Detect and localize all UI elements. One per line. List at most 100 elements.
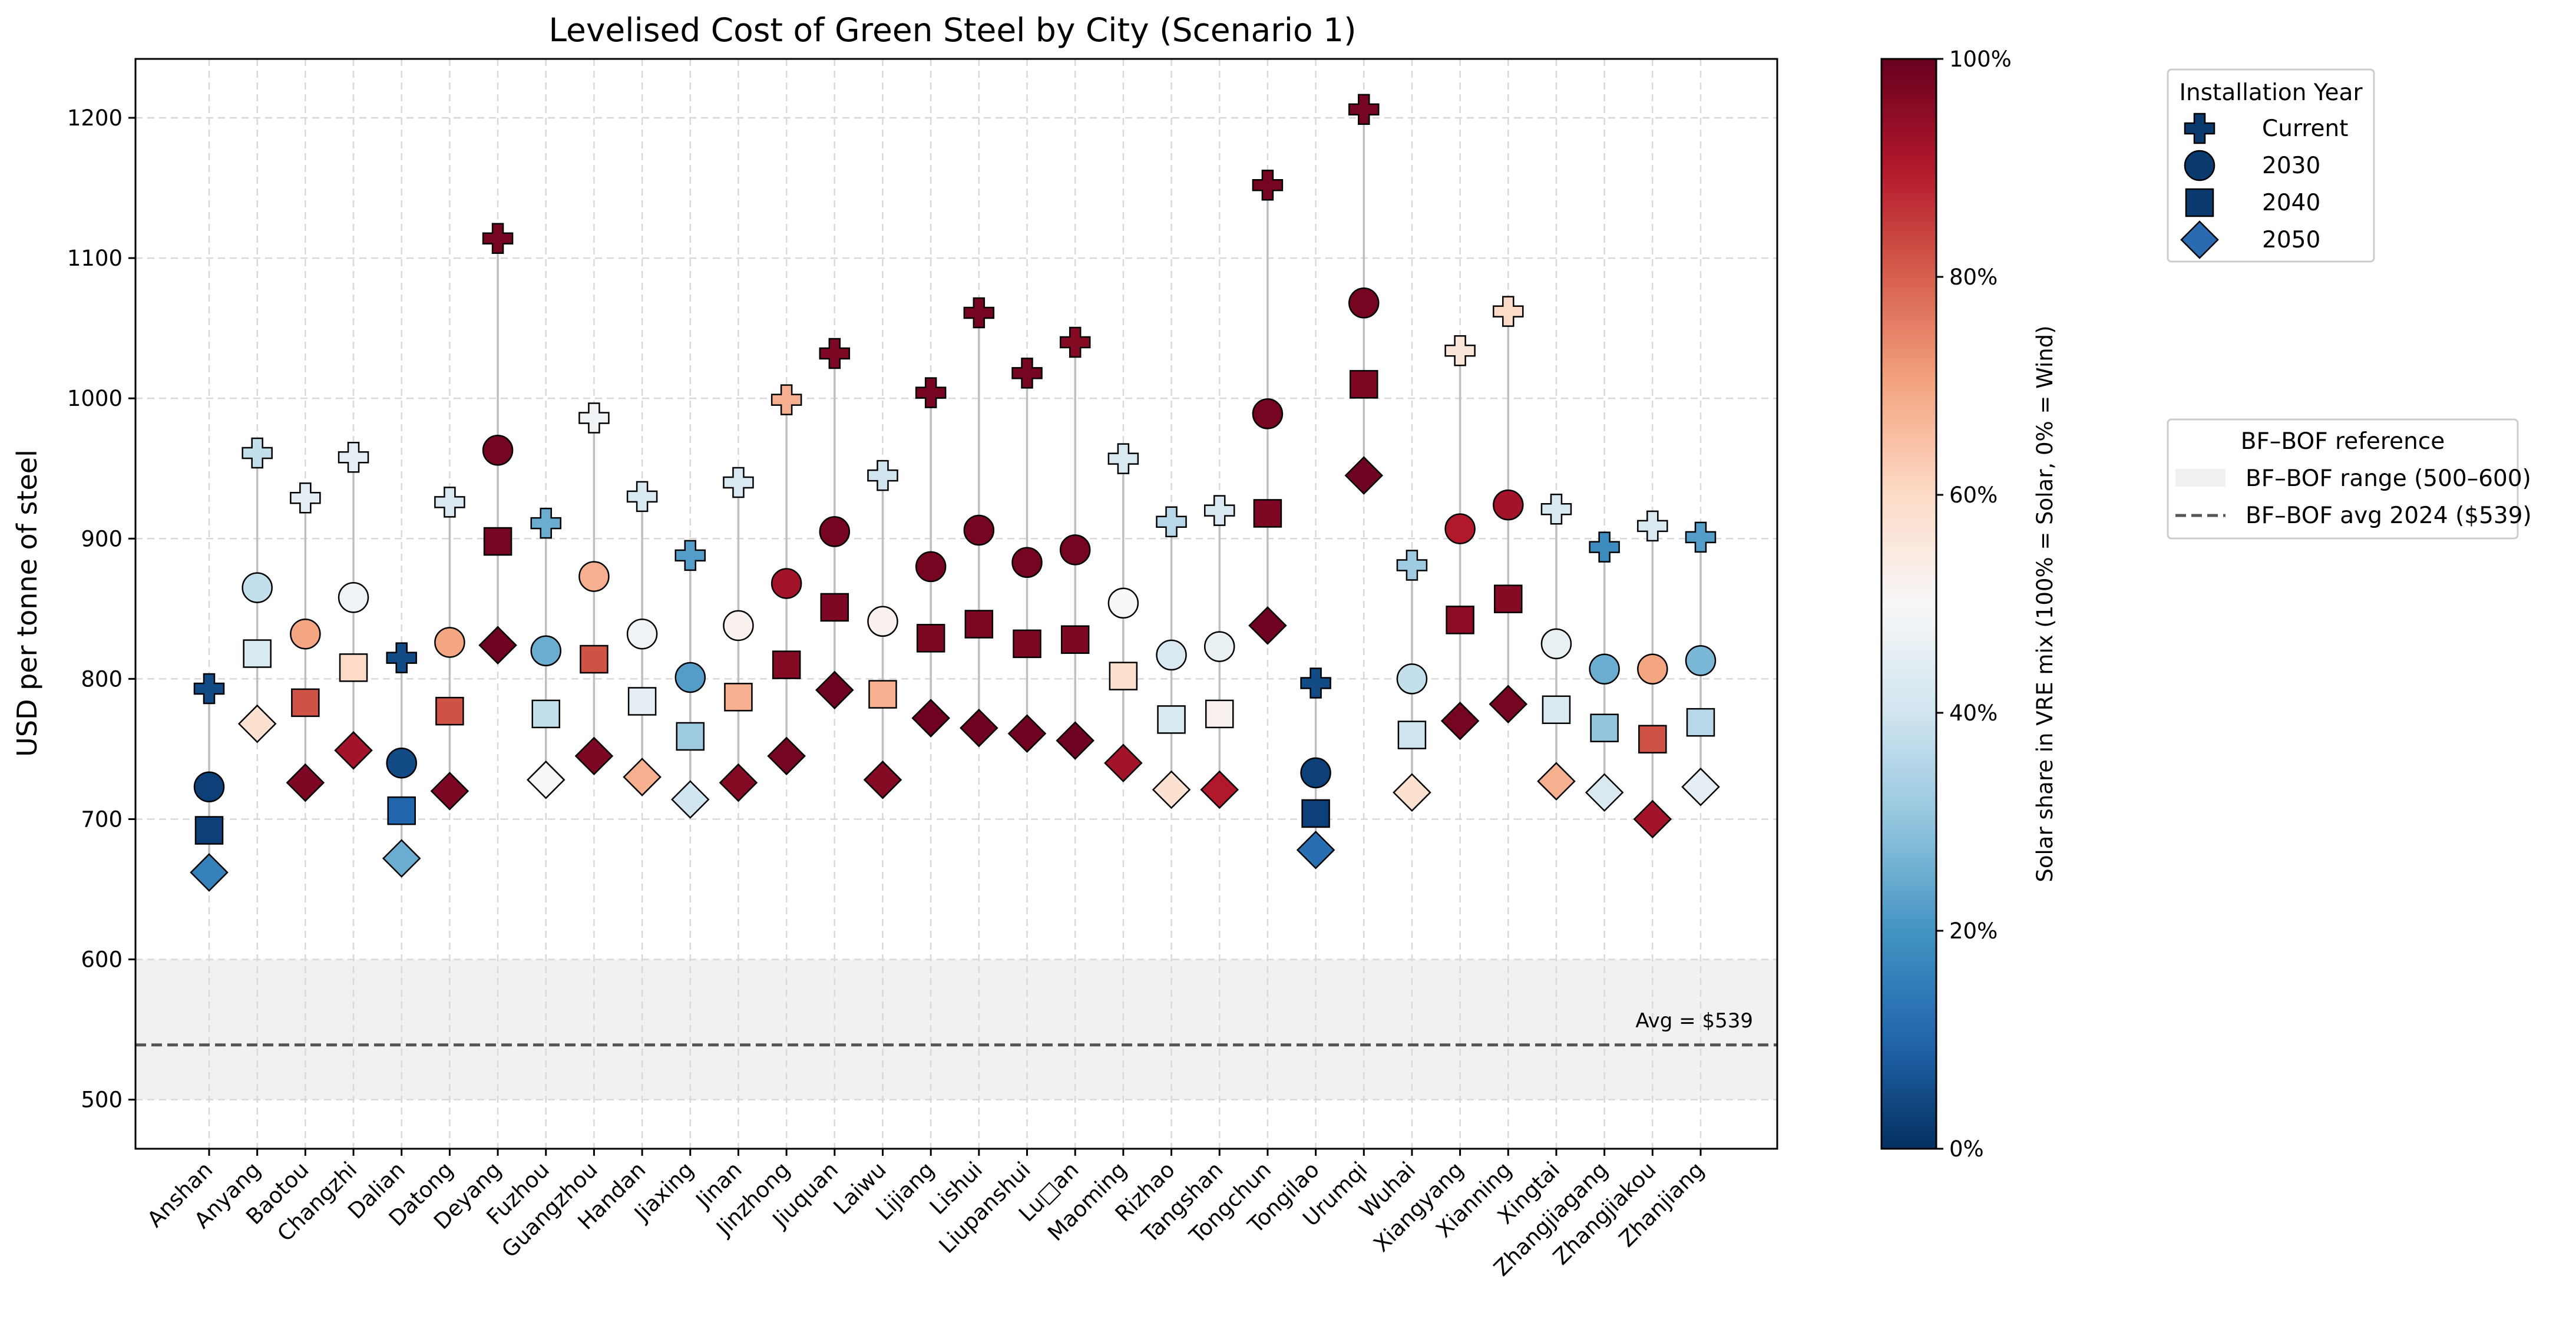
marker-square-2040: [916, 624, 945, 653]
marker-square-2040: [483, 527, 512, 556]
marker-circle-2030: [1203, 631, 1235, 662]
legend-band-label: BF–BOF range (500–600): [2246, 465, 2531, 492]
marker-plus-current: [1589, 531, 1620, 563]
marker-circle-2030: [1348, 287, 1380, 319]
y-tick-label: 800: [81, 666, 123, 692]
marker-circle-2030: [242, 572, 273, 603]
marker-square-2040: [580, 644, 609, 674]
legend-marker-circle: [2184, 150, 2215, 181]
marker-circle-2030: [434, 627, 465, 658]
marker-square-2040: [627, 687, 657, 716]
legend-year-label: 2030: [2262, 153, 2320, 179]
marker-diamond-2050: [237, 704, 277, 743]
marker-plus-current: [915, 377, 947, 408]
marker-diamond-2050: [1633, 799, 1672, 839]
marker-diamond-2050: [1104, 743, 1143, 783]
marker-plus-current: [1156, 506, 1187, 537]
marker-plus-current: [386, 642, 417, 673]
marker-square-2040: [1397, 720, 1427, 749]
legend-avg-label: BF–BOF avg 2024 ($539): [2246, 503, 2532, 529]
marker-plus-current: [963, 297, 995, 329]
marker-diamond-2050: [1344, 456, 1384, 495]
marker-square-2040: [1205, 699, 1234, 729]
marker-circle-2030: [1685, 645, 1717, 676]
marker-square-2040: [194, 816, 224, 845]
marker-square-2040: [1638, 725, 1667, 754]
reference-band: [135, 959, 1777, 1100]
marker-diamond-2050: [863, 761, 902, 799]
marker-square-2040: [1253, 499, 1282, 528]
marker-diamond-2050: [334, 731, 373, 770]
colorbar-tick-label: 40%: [1949, 700, 1998, 726]
marker-plus-current: [1637, 510, 1668, 542]
marker-plus-current: [482, 223, 514, 254]
marker-square-2040: [387, 796, 416, 825]
marker-plus-current: [530, 507, 561, 539]
legend-band-swatch: [2175, 469, 2226, 487]
marker-circle-2030: [1637, 653, 1668, 685]
marker-circle-2030: [338, 582, 369, 613]
marker-diamond-2050: [526, 761, 566, 799]
marker-circle-2030: [1300, 757, 1331, 789]
marker-plus-current: [867, 459, 898, 491]
colorbar-tick-label: 80%: [1949, 265, 1998, 290]
marker-diamond-2050: [1489, 685, 1528, 724]
marker-diamond-2050: [1537, 762, 1576, 801]
marker-square-2040: [772, 650, 801, 679]
marker-diamond-2050: [719, 763, 758, 802]
marker-diamond-2050: [1440, 702, 1480, 741]
marker-plus-current: [193, 673, 225, 705]
marker-plus-current: [1107, 443, 1139, 474]
marker-plus-current: [1252, 170, 1284, 201]
marker-diamond-2050: [960, 708, 998, 748]
marker-plus-current: [771, 384, 802, 415]
marker-plus-current: [338, 441, 369, 473]
marker-square-2040: [868, 680, 897, 709]
marker-square-2040: [1157, 705, 1186, 734]
colorbar-gradient: [1880, 58, 1937, 1150]
marker-plus-current: [1011, 358, 1043, 389]
y-tick-label: 1100: [67, 246, 123, 271]
marker-circle-2030: [386, 747, 417, 779]
marker-diamond-2050: [1585, 773, 1624, 812]
marker-square-2040: [820, 593, 849, 622]
marker-diamond-2050: [286, 763, 325, 802]
colorbar: 0% 20% 40% 60% 80% 100% Solar share in VRE mi…: [1880, 47, 2058, 1162]
marker-square-2040: [1590, 713, 1619, 742]
marker-diamond-2050: [574, 736, 614, 776]
marker-square-2040: [243, 639, 272, 668]
marker-circle-2030: [530, 635, 561, 667]
marker-circle-2030: [723, 610, 754, 642]
marker-circle-2030: [1011, 547, 1043, 578]
marker-square-2040: [435, 696, 464, 726]
marker-circle-2030: [1156, 639, 1187, 671]
marker-circle-2030: [674, 662, 706, 693]
marker-circle-2030: [771, 568, 802, 599]
legend-year-label: 2050: [2262, 227, 2320, 253]
marker-square-2040: [1109, 662, 1138, 690]
marker-circle-2030: [1252, 398, 1284, 429]
legend-bf-bof-reference: BF–BOF reference BF–BOF range (500–600) …: [2167, 418, 2532, 540]
marker-square-2040: [339, 653, 368, 682]
y-axis-title: USD per tonne of steel: [11, 449, 43, 757]
marker-diamond-2050: [911, 699, 950, 738]
marker-diamond-2050: [767, 736, 806, 776]
colorbar-tick-label: 60%: [1949, 482, 1998, 508]
marker-diamond-2050: [190, 853, 229, 892]
marker-plus-current: [578, 402, 610, 434]
marker-plus-current: [819, 338, 851, 369]
legend-marker-plus: [2184, 113, 2215, 144]
reference-annotation: Avg = $539: [1635, 1009, 1753, 1033]
marker-plus-current: [1203, 495, 1235, 526]
legend-year-label: Current: [2262, 115, 2348, 142]
marker-circle-2030: [1107, 587, 1139, 619]
marker-diamond-2050: [1200, 770, 1239, 809]
marker-plus-current: [723, 467, 754, 498]
marker-plus-current: [626, 481, 658, 513]
legend-year-title: Installation Year: [2180, 80, 2363, 106]
y-tick-label: 600: [81, 947, 123, 973]
marker-square-2040: [1494, 584, 1523, 613]
marker-diamond-2050: [1681, 767, 1720, 806]
marker-diamond-2050: [1007, 714, 1047, 753]
